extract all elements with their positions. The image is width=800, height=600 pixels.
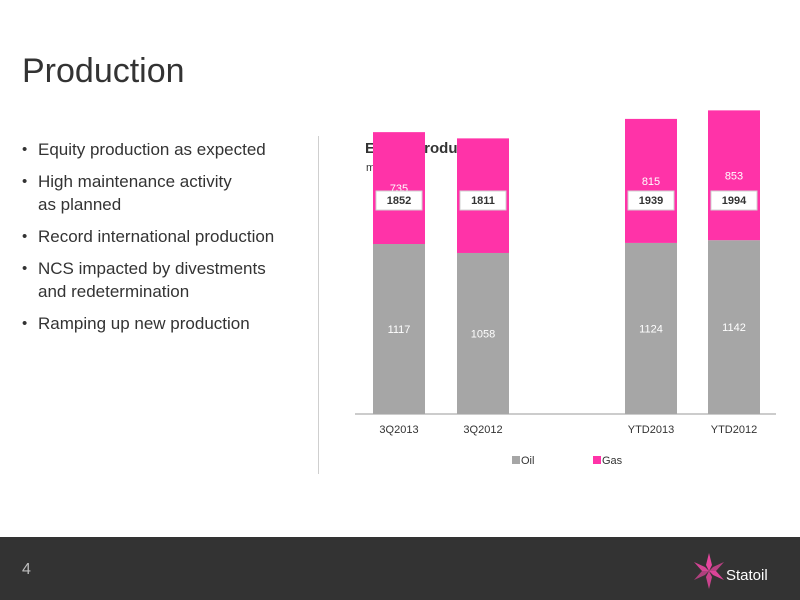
legend-swatch-gas: [593, 456, 601, 464]
total-box-3Q2013: [375, 190, 423, 211]
category-tick-label: YTD2012: [711, 424, 757, 436]
statoil-star-icon: [694, 553, 724, 589]
category-tick-label: 3Q2012: [463, 424, 502, 436]
oil-bar-3Q2013: [373, 244, 425, 414]
bullet-item: Record international production: [20, 225, 310, 248]
total-label: 1852: [387, 195, 411, 207]
equity-production-chart: 111773518523Q2013105875318113Q2012112481…: [355, 110, 776, 467]
legend-label-oil: Oil: [521, 455, 534, 467]
category-tick-label: YTD2013: [628, 424, 674, 436]
oil-bar-3Q2012: [457, 252, 509, 414]
total-box-3Q2012: [459, 190, 507, 211]
total-label: 1939: [639, 195, 663, 207]
oil-value-label: 1124: [639, 323, 663, 335]
gas-bar-YTD2012: [708, 110, 760, 241]
gas-value-label: 815: [642, 176, 660, 188]
legend-label-gas: Gas: [602, 455, 623, 467]
column-divider: [318, 136, 319, 474]
bullet-item: Equity production as expected: [20, 138, 310, 161]
oil-bar-YTD2013: [625, 242, 677, 414]
statoil-logo: Statoil: [692, 551, 782, 591]
bullet-list: Equity production as expected High maint…: [20, 138, 310, 344]
total-label: 1994: [722, 195, 747, 207]
bullet-item: High maintenance activity as planned: [20, 170, 310, 216]
footer-bar: 4 Statoil: [0, 537, 800, 600]
oil-value-label: 1058: [471, 328, 495, 340]
logo-wordmark: Statoil: [726, 567, 768, 584]
gas-value-label: 853: [725, 170, 743, 182]
oil-value-label: 1142: [722, 322, 746, 334]
page-number: 4: [22, 561, 31, 578]
legend-swatch-oil: [512, 456, 520, 464]
total-box-YTD2013: [627, 190, 675, 211]
oil-bar-YTD2012: [708, 240, 760, 414]
gas-bar-YTD2013: [625, 118, 677, 243]
category-tick-label: 3Q2013: [379, 424, 418, 436]
slide-title: Production: [22, 52, 185, 90]
oil-value-label: 1117: [388, 324, 411, 336]
bullet-item: Ramping up new production: [20, 312, 310, 335]
gas-bar-3Q2013: [373, 132, 425, 244]
total-label: 1811: [471, 195, 495, 207]
bullet-item: NCS impacted by divestments and redeterm…: [20, 257, 310, 303]
total-box-YTD2012: [710, 190, 758, 211]
